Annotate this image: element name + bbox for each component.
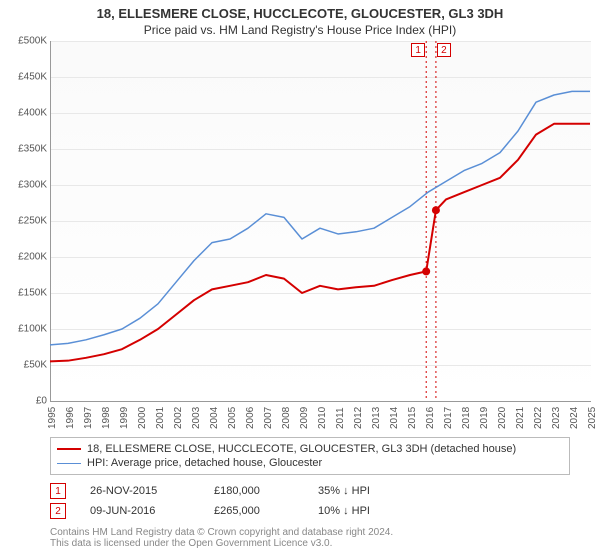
x-tick-label: 1995 <box>47 407 58 429</box>
legend-row: HPI: Average price, detached house, Glou… <box>57 456 563 470</box>
series-hpi <box>50 91 590 344</box>
x-tick-label: 2007 <box>263 407 274 429</box>
x-tick-label: 1996 <box>65 407 76 429</box>
x-tick-label: 2009 <box>299 407 310 429</box>
legend-label: HPI: Average price, detached house, Glou… <box>87 457 322 469</box>
legend-swatch <box>57 463 81 464</box>
x-tick-label: 2014 <box>389 407 400 429</box>
sales-row: 2 09-JUN-2016 £265,000 10% ↓ HPI <box>50 501 570 521</box>
x-tick-label: 2005 <box>227 407 238 429</box>
y-tick-label: £350K <box>18 144 51 155</box>
series-property <box>50 124 590 362</box>
x-tick-label: 1998 <box>101 407 112 429</box>
sale-date: 09-JUN-2016 <box>90 505 190 517</box>
y-tick-label: £400K <box>18 108 51 119</box>
x-tick-label: 1997 <box>83 407 94 429</box>
sales-row: 1 26-NOV-2015 £180,000 35% ↓ HPI <box>50 481 570 501</box>
y-tick-label: £100K <box>18 324 51 335</box>
y-tick-label: £200K <box>18 252 51 263</box>
sale-date: 26-NOV-2015 <box>90 485 190 497</box>
x-tick-label: 2013 <box>371 407 382 429</box>
sale-price: £265,000 <box>214 505 294 517</box>
x-tick-label: 2006 <box>245 407 256 429</box>
x-tick-label: 2008 <box>281 407 292 429</box>
x-tick-label: 2017 <box>443 407 454 429</box>
sale-dot <box>422 267 430 275</box>
y-tick-label: £50K <box>24 360 51 371</box>
chart-area: £0£50K£100K£150K£200K£250K£300K£350K£400… <box>50 41 590 401</box>
chart-subtitle: Price paid vs. HM Land Registry's House … <box>0 21 600 41</box>
chart-container: 18, ELLESMERE CLOSE, HUCCLECOTE, GLOUCES… <box>0 0 600 560</box>
x-tick-label: 2024 <box>569 407 580 429</box>
y-tick-label: £0 <box>36 396 51 407</box>
legend-swatch <box>57 448 81 450</box>
sale-dot <box>432 206 440 214</box>
x-tick-label: 2021 <box>515 407 526 429</box>
attribution: Contains HM Land Registry data © Crown c… <box>50 527 570 549</box>
y-tick-label: £250K <box>18 216 51 227</box>
legend-label: 18, ELLESMERE CLOSE, HUCCLECOTE, GLOUCES… <box>87 443 516 455</box>
sale-price: £180,000 <box>214 485 294 497</box>
x-tick-label: 2000 <box>137 407 148 429</box>
sales-table: 1 26-NOV-2015 £180,000 35% ↓ HPI 2 09-JUN-201… <box>50 481 570 521</box>
attribution-line1: Contains HM Land Registry data © Crown c… <box>50 527 570 538</box>
sale-delta: 10% ↓ HPI <box>318 505 370 517</box>
legend-row: 18, ELLESMERE CLOSE, HUCCLECOTE, GLOUCES… <box>57 442 563 456</box>
x-tick-label: 2022 <box>533 407 544 429</box>
sale-marker-icon: 2 <box>50 503 66 519</box>
sale-delta: 35% ↓ HPI <box>318 485 370 497</box>
y-tick-label: £500K <box>18 36 51 47</box>
x-tick-label: 2018 <box>461 407 472 429</box>
y-tick-label: £150K <box>18 288 51 299</box>
y-tick-label: £450K <box>18 72 51 83</box>
x-tick-label: 2003 <box>191 407 202 429</box>
x-tick-label: 2016 <box>425 407 436 429</box>
x-tick-label: 2002 <box>173 407 184 429</box>
x-tick-label: 2025 <box>587 407 598 429</box>
chart-title: 18, ELLESMERE CLOSE, HUCCLECOTE, GLOUCES… <box>0 0 600 21</box>
x-tick-label: 2019 <box>479 407 490 429</box>
x-tick-label: 2012 <box>353 407 364 429</box>
attribution-line2: This data is licensed under the Open Gov… <box>50 538 570 549</box>
x-tick-label: 2015 <box>407 407 418 429</box>
x-tick-label: 2020 <box>497 407 508 429</box>
x-tick-label: 1999 <box>119 407 130 429</box>
chart-svg <box>50 41 590 401</box>
sale-marker-icon: 1 <box>50 483 66 499</box>
legend: 18, ELLESMERE CLOSE, HUCCLECOTE, GLOUCES… <box>50 437 570 475</box>
x-tick-label: 2023 <box>551 407 562 429</box>
x-tick-label: 2010 <box>317 407 328 429</box>
y-tick-label: £300K <box>18 180 51 191</box>
x-tick-label: 2011 <box>335 407 346 429</box>
x-tick-label: 2001 <box>155 407 166 429</box>
x-tick-label: 2004 <box>209 407 220 429</box>
